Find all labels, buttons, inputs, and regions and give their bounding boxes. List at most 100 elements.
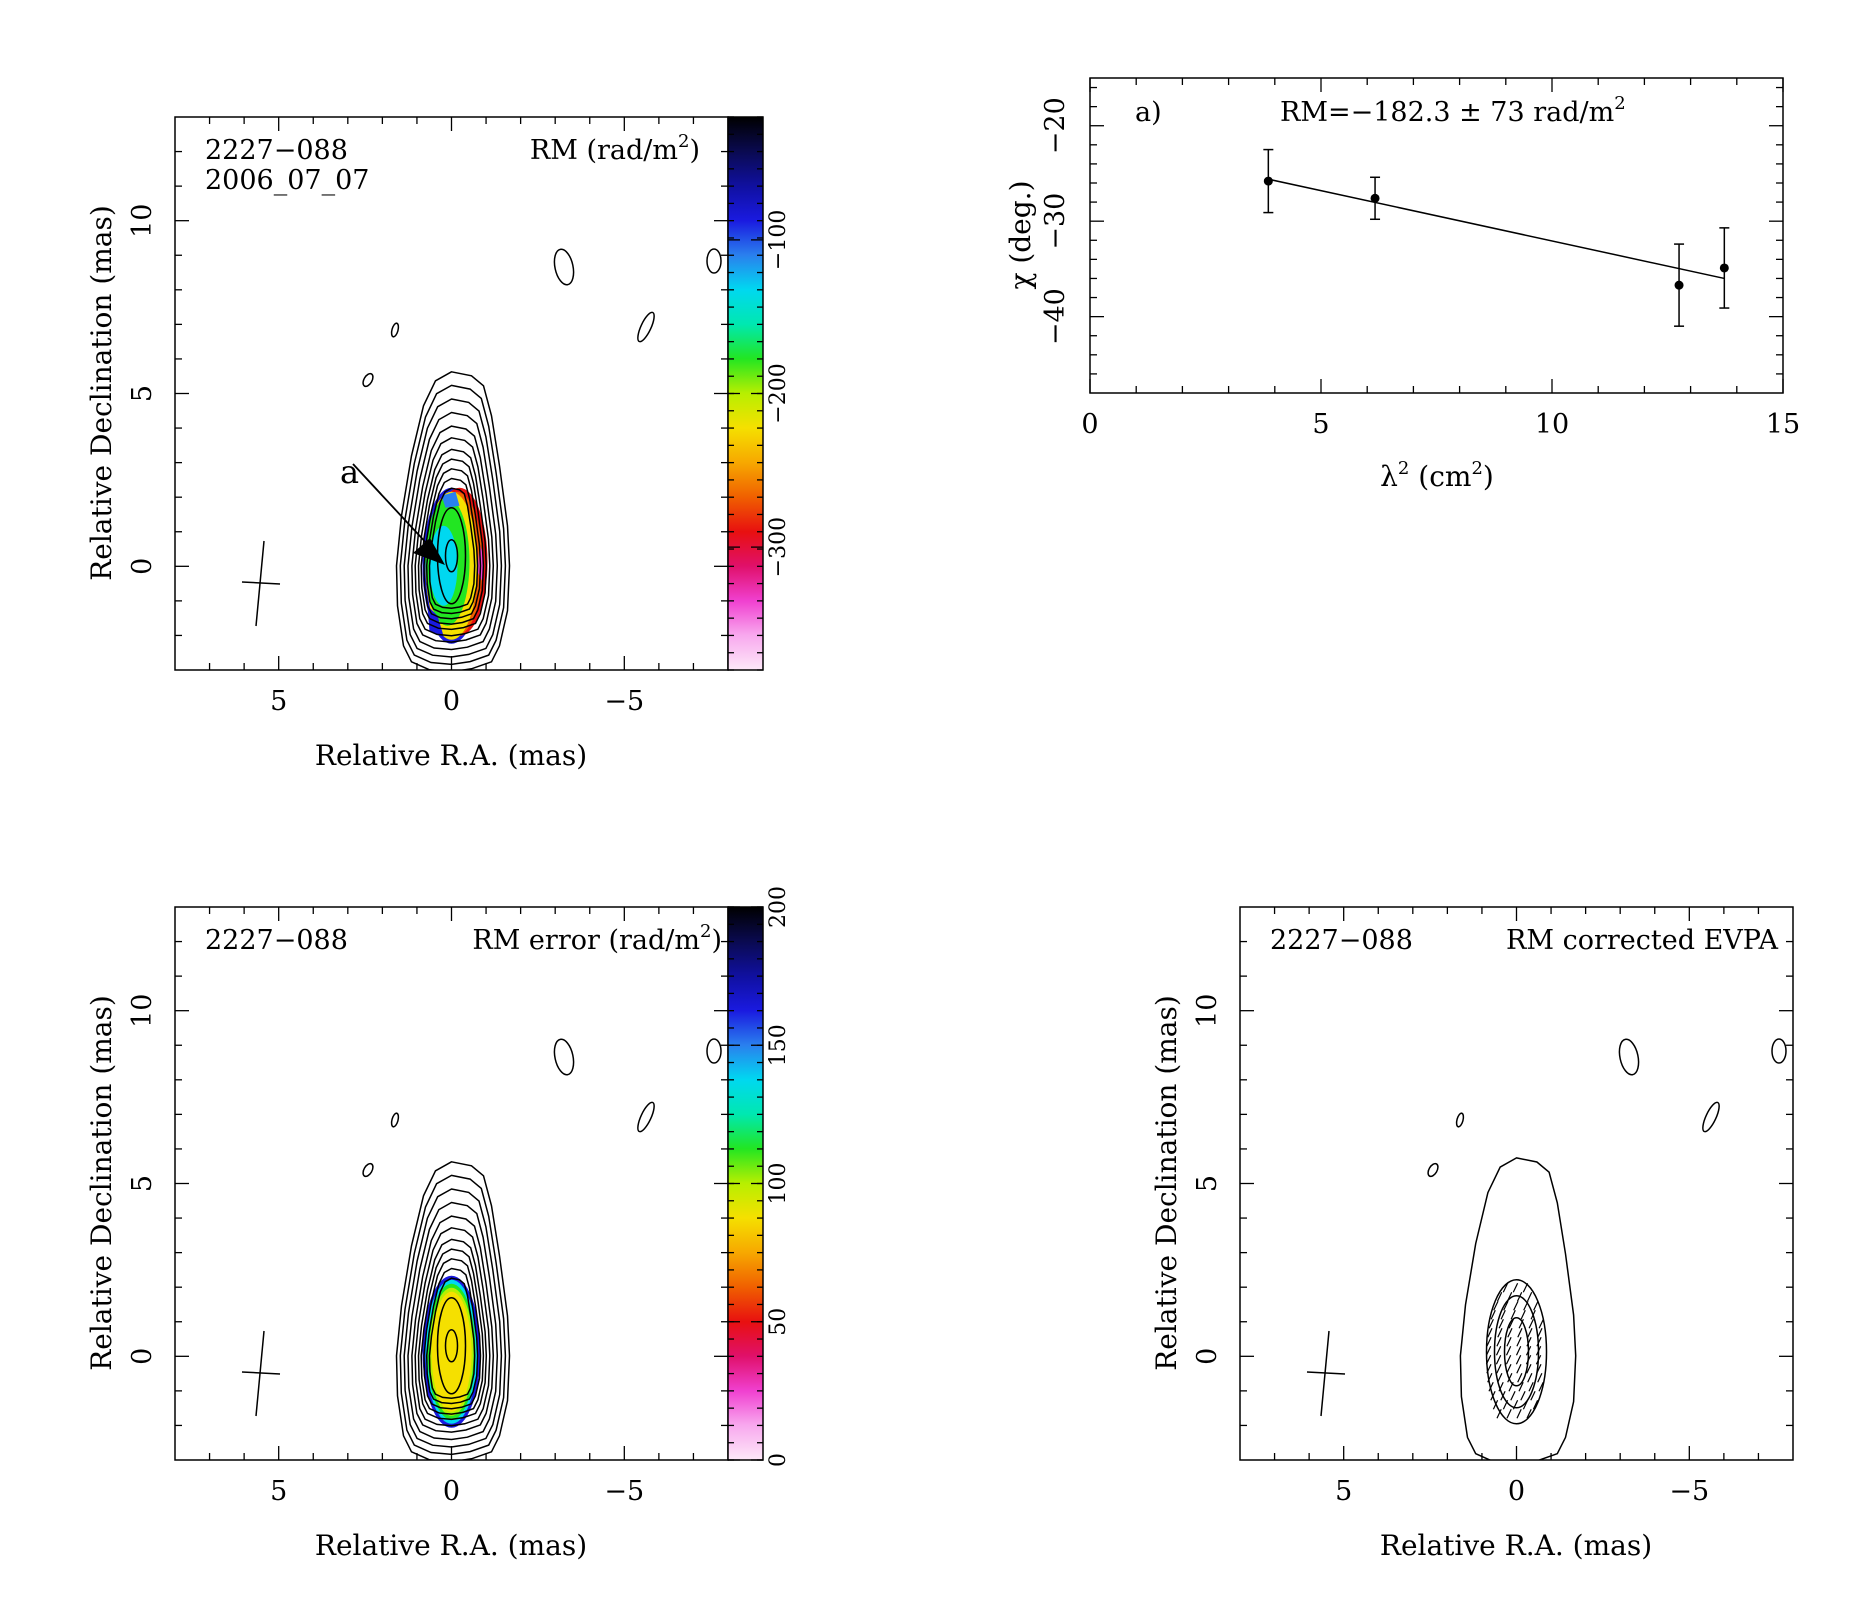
x-tick-label: −5 (604, 1476, 644, 1507)
evpa-vector (1508, 1319, 1514, 1329)
contour (1459, 1157, 1577, 1460)
rm-map-label: RM (rad/m2) (530, 131, 700, 166)
colorbar-label: −100 (766, 210, 791, 270)
err-colorbar-labels: 0 50 100 150 200 (766, 886, 791, 1467)
island-3 (1771, 1038, 1787, 1064)
evpa-vector (1525, 1355, 1532, 1365)
rm-colorbar-labels: −100 −200 −300 (766, 210, 791, 578)
contour (423, 468, 482, 620)
evpa-vector (1538, 1382, 1544, 1392)
rm-colorbar-ticks (728, 116, 763, 671)
y-tick-label: 10 (127, 994, 158, 1028)
evpa-vector (1502, 1283, 1509, 1293)
fit-line (1268, 178, 1725, 280)
rm-beam (241, 540, 281, 627)
colorbar-label: 0 (766, 1453, 791, 1467)
evpa-vector (1516, 1409, 1522, 1419)
evpa-vector (1506, 1292, 1513, 1302)
colorbar-label: −200 (766, 363, 791, 423)
evpa-vector (1537, 1373, 1543, 1383)
err-ylabel: Relative Declination (mas) (85, 995, 118, 1371)
evpa-vector (1513, 1301, 1519, 1311)
evpa-vector (1490, 1391, 1496, 1401)
fit-ticks (1089, 78, 1784, 393)
x-tick-label: 15 (1766, 409, 1800, 440)
err-tick-labels: 5 0 −5 0 5 10 (127, 994, 644, 1507)
rm-colorbar: −100 −200 −300 (727, 116, 791, 671)
y-tick-label: −30 (1040, 193, 1071, 250)
evpa-vector (1506, 1337, 1512, 1347)
y-tick-label: 10 (127, 204, 158, 238)
evpa-tick-labels: 5 0 −5 0 5 10 (1192, 994, 1709, 1507)
x-tick-label: 0 (1081, 409, 1098, 440)
evpa-vector (1533, 1301, 1539, 1311)
evpa-vector (1525, 1346, 1532, 1356)
x-tick-label: −5 (604, 686, 644, 717)
fit-points (1263, 148, 1730, 327)
island-3 (706, 248, 722, 274)
evpa-vector (1497, 1328, 1503, 1338)
evpa-vector (1526, 1364, 1532, 1374)
evpa-vector (1507, 1373, 1513, 1383)
fit-ylabel: χ (deg.) (1004, 180, 1037, 289)
evpa-vector (1500, 1391, 1506, 1401)
err-contours (395, 1161, 511, 1460)
evpa-vector (1516, 1337, 1522, 1347)
island-4 (390, 322, 400, 338)
evpa-vector (1526, 1337, 1532, 1347)
contour (403, 398, 503, 658)
island-4 (1455, 1112, 1465, 1128)
evpa-vector (1522, 1283, 1529, 1293)
err-xlabel: Relative R.A. (mas) (315, 1529, 587, 1562)
colorbar-label: 150 (766, 1024, 791, 1066)
island-2 (637, 311, 655, 343)
island-1 (1618, 1038, 1640, 1076)
data-point (1674, 280, 1684, 290)
evpa-vector (1536, 1337, 1542, 1347)
contour (403, 1188, 503, 1448)
evpa-vector (1530, 1310, 1536, 1320)
evpa-vector (1535, 1346, 1542, 1356)
contour (444, 539, 459, 573)
contour (417, 448, 488, 631)
evpa-vectors (1485, 1283, 1544, 1419)
island-3 (706, 1038, 722, 1064)
evpa-vector (1517, 1328, 1523, 1338)
x-tick-label: 0 (443, 686, 460, 717)
contour (425, 477, 479, 615)
rm-fit-panel: 0 5 10 15 −20 −30 −40 a) RM=−182.3 ± 73 rad/m2… (1004, 77, 1800, 493)
contour (1493, 1295, 1540, 1409)
err-colorbar-ticks (728, 906, 763, 1461)
rm-ylabel: Relative Declination (mas) (85, 205, 118, 581)
island-5 (1427, 1162, 1439, 1178)
y-tick-label: 5 (1192, 1175, 1223, 1192)
contour (407, 1201, 499, 1441)
evpa-vector (1530, 1391, 1536, 1401)
island-5 (362, 1162, 374, 1178)
island-2 (637, 1101, 655, 1133)
evpa-vector (1508, 1382, 1514, 1392)
contour (436, 1297, 467, 1395)
evpa-vector (1510, 1391, 1516, 1401)
rm-islands (362, 248, 722, 388)
evpa-frame (1239, 906, 1794, 1461)
contour (420, 458, 485, 625)
contour (428, 487, 476, 609)
evpa-vector (1510, 1310, 1516, 1320)
evpa-map-label: RM corrected EVPA (1506, 925, 1778, 956)
y-tick-label: 0 (1192, 1348, 1223, 1365)
y-tick-label: −20 (1040, 97, 1071, 154)
err-beam (241, 1330, 281, 1417)
fit-panel-label: a) (1135, 97, 1162, 128)
x-tick-label: 5 (270, 1476, 287, 1507)
err-ticks (175, 907, 728, 1460)
evpa-map-panel: 5 0 −5 0 5 10 2227−088 RM corrected EVPA Rela… (1150, 906, 1794, 1562)
contour (395, 1161, 511, 1460)
evpa-vector (1516, 1364, 1522, 1374)
evpa-vector (1507, 1328, 1513, 1338)
y-tick-label: 5 (127, 1175, 158, 1192)
contour (407, 411, 499, 651)
x-tick-label: 10 (1535, 409, 1569, 440)
contour (414, 1227, 491, 1427)
contour (417, 1238, 488, 1421)
